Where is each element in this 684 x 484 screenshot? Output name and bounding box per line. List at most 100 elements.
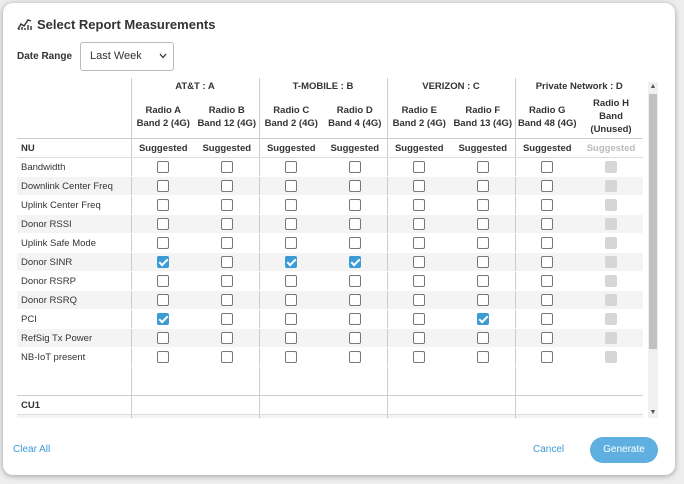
checkbox[interactable] [476,294,489,306]
checkbox-checked[interactable] [285,256,298,268]
checkbox[interactable] [541,275,554,287]
checkbox[interactable] [285,351,298,363]
suggested-link[interactable]: Suggested [514,138,579,158]
clear-all-link[interactable]: Clear All [13,444,51,455]
checkbox[interactable] [220,351,233,363]
checkbox[interactable] [413,332,426,344]
checkbox[interactable] [413,180,426,192]
suggested-link[interactable]: Suggested [258,138,323,158]
checkbox-cell [195,233,259,253]
checkbox[interactable] [285,275,298,287]
checkbox[interactable] [157,218,170,230]
checkbox-checked[interactable] [476,313,489,325]
checkbox[interactable] [541,294,554,306]
checkbox[interactable] [413,256,426,268]
checkbox[interactable] [476,275,489,287]
checkbox[interactable] [348,332,361,344]
checkbox[interactable] [476,256,489,268]
checkbox[interactable] [348,161,361,173]
checkbox[interactable] [541,256,554,268]
checkbox[interactable] [476,180,489,192]
checkbox[interactable] [476,237,489,249]
checkbox[interactable] [348,275,361,287]
checkbox[interactable] [348,180,361,192]
checkbox[interactable] [348,199,361,211]
radio-header-line1: Radio F [465,104,501,116]
scrollbar-thumb[interactable] [649,94,657,349]
checkbox[interactable] [541,237,554,249]
checkbox-checked[interactable] [157,313,170,325]
checkbox[interactable] [348,218,361,230]
checkbox[interactable] [413,237,426,249]
checkbox[interactable] [157,275,170,287]
suggested-link[interactable]: Suggested [323,138,387,158]
measurement-row: PCI [17,309,643,329]
checkbox[interactable] [348,313,361,325]
suggested-link[interactable]: Suggested [386,138,451,158]
cancel-button[interactable]: Cancel [533,444,565,455]
checkbox[interactable] [220,332,233,344]
checkbox[interactable] [413,199,426,211]
checkbox[interactable] [285,161,298,173]
checkbox[interactable] [413,294,426,306]
checkbox[interactable] [541,332,554,344]
checkbox[interactable] [157,332,170,344]
checkbox[interactable] [476,199,489,211]
date-range-select[interactable]: Last Week [80,41,175,71]
checkbox[interactable] [541,218,554,230]
suggested-link[interactable]: Suggested [195,138,259,158]
checkbox[interactable] [476,351,489,363]
checkbox[interactable] [541,161,554,173]
generate-button[interactable]: Generate [590,437,658,463]
checkbox[interactable] [157,180,170,192]
table-scrollbar[interactable]: ▲ ▼ [648,82,658,418]
checkbox[interactable] [285,199,298,211]
checkbox[interactable] [541,199,554,211]
checkbox[interactable] [285,218,298,230]
checkbox[interactable] [157,351,170,363]
checkbox[interactable] [541,313,554,325]
checkbox[interactable] [285,180,298,192]
checkbox-cell [258,347,323,367]
checkbox[interactable] [476,161,489,173]
suggested-link[interactable]: Suggested [451,138,515,158]
checkbox[interactable] [285,294,298,306]
checkbox[interactable] [413,351,426,363]
checkbox[interactable] [413,275,426,287]
checkbox[interactable] [541,180,554,192]
checkbox[interactable] [541,351,554,363]
checkbox-checked[interactable] [157,256,170,268]
group-header: Private Network : D [514,78,643,95]
checkbox[interactable] [220,180,233,192]
checkbox[interactable] [413,161,426,173]
checkbox[interactable] [413,313,426,325]
checkbox-checked[interactable] [348,256,361,268]
scroll-down-arrow-icon[interactable]: ▼ [649,409,657,416]
checkbox[interactable] [157,199,170,211]
checkbox[interactable] [220,313,233,325]
checkbox[interactable] [413,218,426,230]
checkbox[interactable] [157,294,170,306]
checkbox[interactable] [157,237,170,249]
checkbox[interactable] [348,294,361,306]
checkbox[interactable] [220,161,233,173]
checkbox[interactable] [285,332,298,344]
checkbox[interactable] [220,256,233,268]
checkbox[interactable] [220,275,233,287]
checkbox[interactable] [348,237,361,249]
section-cell [130,395,195,415]
radio-header: Radio E Band 2 (4G) [386,95,451,139]
checkbox[interactable] [285,237,298,249]
checkbox[interactable] [220,294,233,306]
checkbox[interactable] [285,313,298,325]
checkbox[interactable] [157,161,170,173]
scroll-up-arrow-icon[interactable]: ▲ [649,83,657,90]
suggested-link[interactable]: Suggested [130,138,195,158]
checkbox[interactable] [476,332,489,344]
checkbox[interactable] [220,218,233,230]
checkbox[interactable] [220,199,233,211]
checkbox[interactable] [220,237,233,249]
checkbox[interactable] [348,351,361,363]
checkbox-cell [386,176,451,196]
checkbox[interactable] [476,218,489,230]
